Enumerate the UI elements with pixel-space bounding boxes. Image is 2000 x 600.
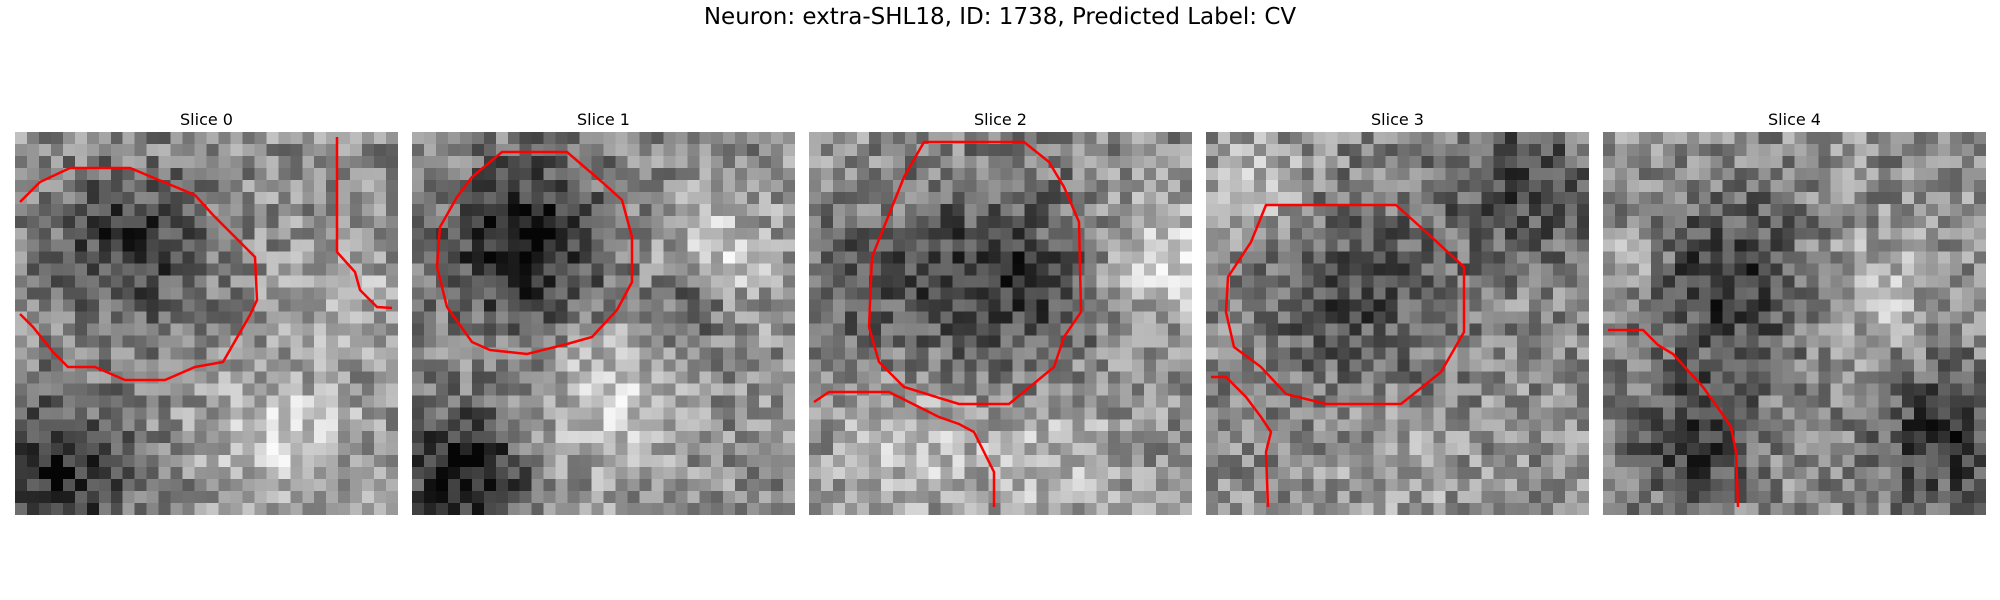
slice-title: Slice 1 [577, 110, 630, 129]
contour-overlay [1211, 203, 1466, 508]
slice-image [412, 132, 795, 515]
neuron-contour [813, 390, 996, 507]
slice-image [1206, 132, 1589, 515]
contour-overlay [813, 140, 1083, 507]
slice-title: Slice 3 [1371, 110, 1424, 129]
figure-title: Neuron: extra-SHL18, ID: 1738, Predicted… [703, 4, 1297, 30]
slice-title: Slice 4 [1768, 110, 1821, 129]
neuron-contour [19, 166, 259, 382]
contour-overlay [435, 150, 634, 356]
slice-panel: Slice 3 [1206, 108, 1589, 515]
slice-panel: Slice 1 [412, 108, 795, 515]
slice-image [809, 132, 1192, 515]
neuron-contour [435, 150, 634, 356]
slice-title: Slice 2 [974, 110, 1027, 129]
neuron-contour [1224, 203, 1466, 406]
contour-overlay [1608, 328, 1740, 508]
slice-title: Slice 0 [180, 110, 233, 129]
neuron-contour [1608, 328, 1740, 508]
slice-panel: Slice 2 [809, 108, 1192, 515]
neuron-contour [867, 140, 1083, 406]
slice-image [1603, 132, 1986, 515]
neuron-contour [335, 137, 393, 310]
slice-panel: Slice 0 [15, 108, 398, 515]
slice-image [15, 132, 398, 515]
slice-panel: Slice 4 [1603, 108, 1986, 515]
neuron-contour [1211, 375, 1273, 508]
contour-overlay [19, 137, 393, 382]
